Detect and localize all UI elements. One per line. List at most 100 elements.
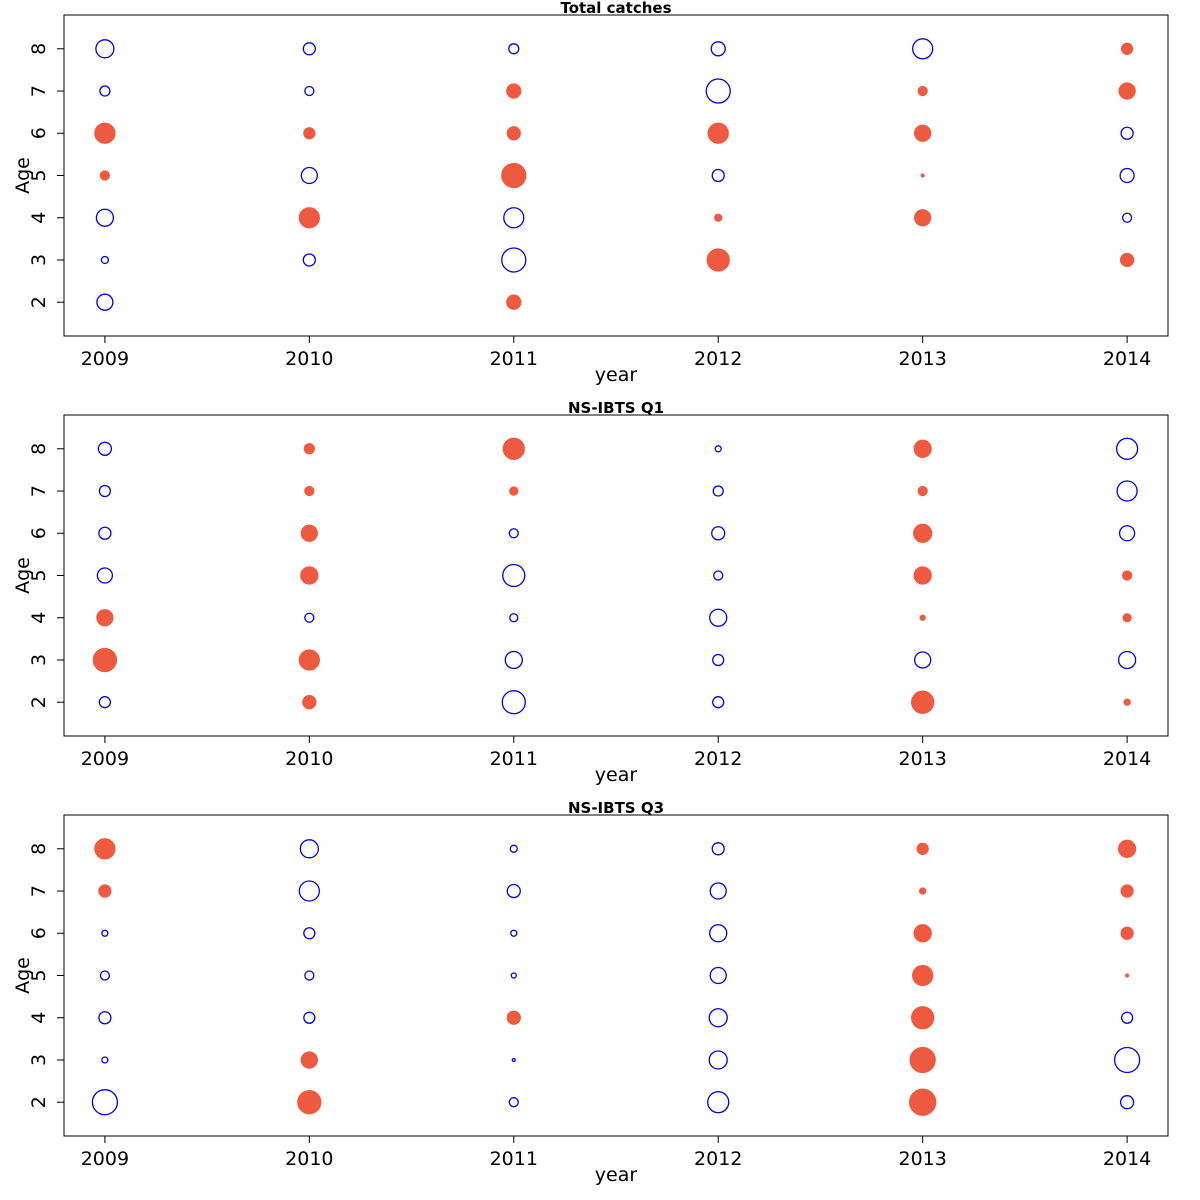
bubble-positive [506,1010,521,1025]
bubble-positive [920,173,925,178]
y-tick-label: 5 [28,569,50,581]
bubble-negative [298,880,320,902]
y-tick-label: 7 [28,485,50,497]
bubble-negative [509,844,518,853]
bubble-negative [705,78,731,104]
bubble-positive [1123,698,1131,706]
bubble-negative [303,1011,316,1024]
bubble-positive [502,437,525,460]
y-axis-label: Age [12,957,34,994]
bubble-negative [710,41,726,57]
bubble-positive [300,566,319,585]
panel-3: NS-IBTS Q3 2009 2010 2011 2012 2013 2014 2 3 4 5 6 7… [12,799,1169,1186]
bubble-negative [503,207,525,229]
bubble-positive [509,486,519,496]
bubble-positive [914,124,932,142]
bubble-positive [506,83,522,99]
bubble-negative [709,608,728,627]
y-tick-label: 5 [28,169,50,181]
bubble-positive [909,1088,937,1116]
y-tick-label: 8 [28,43,50,55]
bubble-negative [709,966,727,985]
x-tick-label: 2009 [81,1148,129,1170]
panel-title: NS-IBTS Q1 [568,399,664,417]
y-tick-label: 3 [28,1054,50,1066]
bubble-positive [98,884,112,898]
bubble-negative [96,567,114,584]
bubble-negative [510,972,517,979]
bubble-positive [911,1006,935,1030]
bubble-negative [501,690,526,715]
bubble-negative [304,970,315,981]
panel-title: Total catches [560,0,671,17]
bubble-positive [506,126,521,141]
bubble-negative [99,85,111,97]
plot-frame [63,414,1169,737]
bubble-negative [506,883,521,899]
x-tick-label: 2011 [490,1148,538,1170]
panel-title: NS-IBTS Q3 [568,799,664,817]
x-tick-label: 2013 [898,348,946,370]
bubble-negative [1119,167,1135,184]
bubble-negative [1115,437,1139,460]
y-tick-label: 7 [28,885,50,897]
y-tick-label: 8 [28,443,50,455]
y-tick-label: 2 [28,296,50,308]
bubble-negative [508,43,520,55]
bubble-negative [712,653,725,667]
y-tick-label: 5 [28,969,50,981]
y-tick-label: 3 [28,654,50,666]
x-tick-label: 2014 [1103,348,1151,370]
x-tick-label: 2013 [898,748,946,770]
bubble-positive [1124,973,1130,978]
x-axis-label: year [595,764,638,786]
bubble-positive [298,207,320,229]
x-tick-label: 2012 [694,1148,742,1170]
bubble-negative [95,208,115,227]
x-tick-label: 2011 [490,348,538,370]
plot-frame [63,814,1169,1137]
bubble-negative [1121,212,1133,223]
bubble-negative [712,696,725,709]
bubble-negative [714,445,722,453]
bubble-positive [1120,884,1134,898]
bubble-negative [707,1091,730,1114]
x-tick-label: 2014 [1103,1148,1151,1170]
bubble-positive [913,439,932,458]
bubble-negative [510,929,518,937]
bubble-positive [501,162,527,189]
bubble-positive [506,294,522,310]
bubble-positive [913,924,932,943]
x-axis-label: year [595,1164,638,1186]
bubble-negative [712,485,724,497]
bubble-negative [1118,525,1136,542]
bubble-negative [711,842,725,856]
bubble-positive [92,647,118,673]
bubble-positive [707,122,729,144]
bubble-positive [94,122,116,144]
bubble-negative [299,839,319,859]
x-tick-label: 2012 [694,348,742,370]
bubble-negative [100,255,110,265]
bubble-positive [911,690,935,714]
bubble-positive [99,170,111,181]
bubble-negative [508,528,519,539]
bubble-negative [502,563,526,588]
y-tick-label: 6 [28,127,50,139]
y-axis-label: Age [12,157,34,194]
bubble-positive [1117,839,1137,858]
bubble-negative [509,613,519,623]
bubble-negative [96,293,114,311]
bubble-negative [304,612,315,623]
bubble-negative [711,168,725,183]
y-tick-label: 6 [28,527,50,539]
bubble-negative [1120,1011,1134,1024]
bubble-negative [709,882,727,900]
bubble-positive [1121,570,1133,581]
plot-frame [63,14,1169,337]
bubble-negative [713,570,724,581]
x-tick-label: 2009 [81,348,129,370]
bubble-negative [1113,1046,1141,1074]
bubble-positive [1118,82,1136,100]
bubble-negative [300,166,318,185]
